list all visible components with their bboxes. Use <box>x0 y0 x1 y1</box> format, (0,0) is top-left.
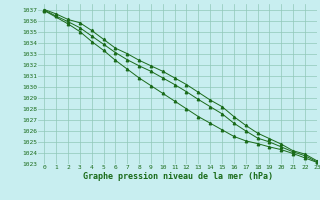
X-axis label: Graphe pression niveau de la mer (hPa): Graphe pression niveau de la mer (hPa) <box>83 172 273 181</box>
